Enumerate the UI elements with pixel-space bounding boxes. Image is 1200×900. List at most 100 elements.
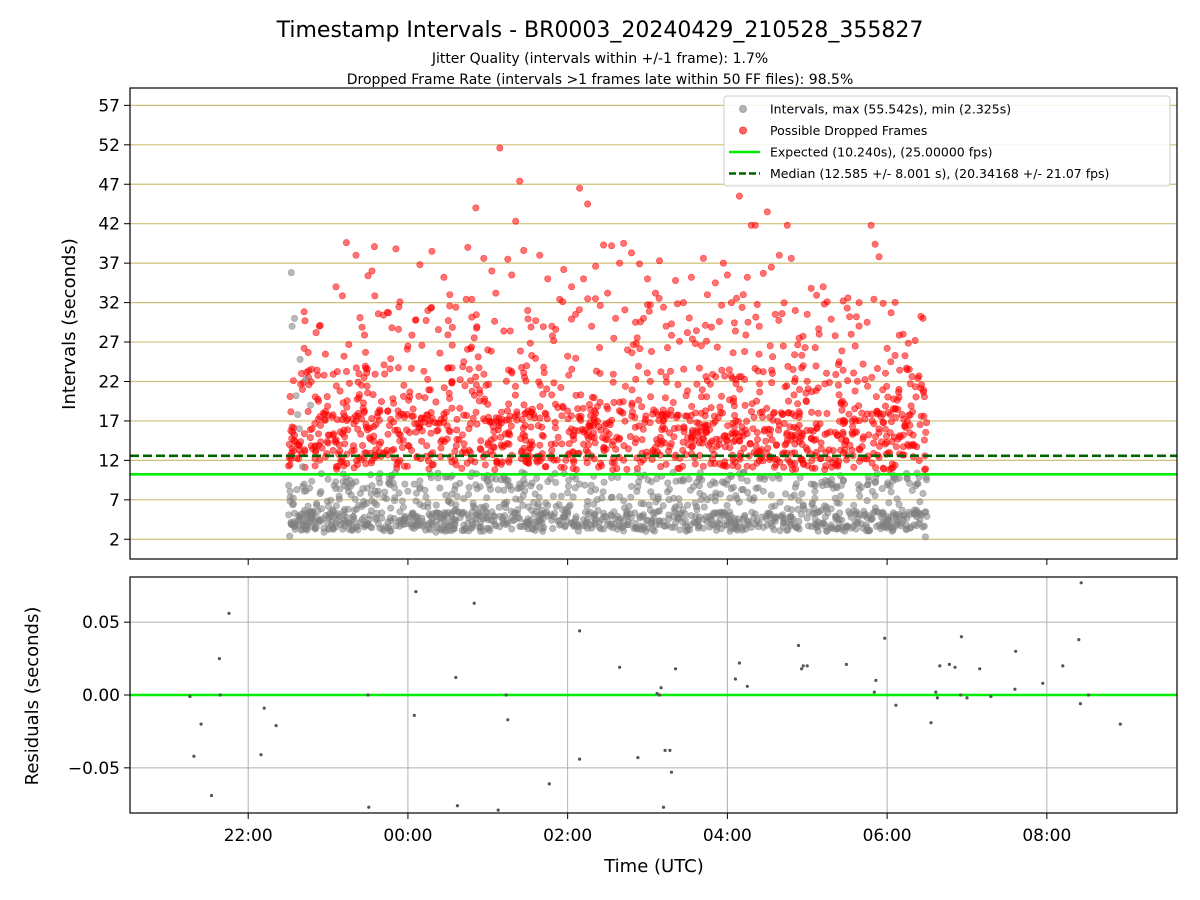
- dropped-frame-point: [753, 435, 761, 443]
- dropped-frame-point: [418, 341, 426, 349]
- dropped-frame-point: [752, 313, 760, 321]
- dropped-frame-point: [436, 419, 444, 427]
- dropped-frame-point: [675, 337, 683, 345]
- dropped-frame-point: [567, 425, 575, 433]
- dropped-frame-point: [442, 408, 450, 416]
- interval-point: [750, 494, 758, 502]
- dropped-frame-point: [375, 416, 383, 424]
- interval-point: [381, 488, 389, 496]
- interval-point: [288, 322, 296, 330]
- y-tick-label: 47: [98, 175, 120, 195]
- dropped-frame-point: [735, 436, 743, 444]
- dropped-frame-point: [342, 239, 350, 247]
- dropped-frame-point: [504, 255, 512, 263]
- interval-point: [324, 475, 332, 483]
- dropped-frame-point: [487, 347, 495, 355]
- dropped-frame-point: [559, 298, 567, 306]
- dropped-frame-point: [685, 314, 693, 322]
- dropped-frame-point: [872, 393, 880, 401]
- dropped-frame-point: [437, 444, 445, 452]
- residual-point: [989, 694, 993, 699]
- interval-point: [396, 516, 404, 524]
- interval-point: [884, 515, 892, 523]
- dropped-frame-point: [778, 410, 786, 418]
- interval-point: [386, 527, 394, 535]
- dropped-frame-point: [771, 310, 779, 318]
- dropped-frame-point: [490, 427, 498, 435]
- dropped-frame-point: [521, 436, 529, 444]
- dropped-frame-point: [448, 378, 456, 386]
- dropped-frame-point: [802, 397, 810, 405]
- dropped-frame-point: [597, 426, 605, 434]
- dropped-frame-point: [728, 374, 736, 382]
- dropped-frame-point: [890, 395, 898, 403]
- dropped-frame-point: [853, 377, 861, 385]
- dropped-frame-point: [838, 347, 846, 355]
- dropped-frame-point: [703, 393, 711, 401]
- dropped-frame-point: [605, 418, 613, 426]
- dropped-frame-point: [463, 459, 471, 467]
- interval-point: [655, 517, 663, 525]
- dropped-frame-point: [357, 430, 365, 438]
- dropped-frame-point: [891, 298, 899, 306]
- dropped-frame-point: [395, 303, 403, 311]
- interval-point: [695, 522, 703, 530]
- dropped-frame-point: [812, 435, 820, 443]
- dropped-frame-point: [497, 408, 505, 416]
- interval-point: [308, 508, 316, 516]
- dropped-frame-point: [329, 370, 337, 378]
- dropped-frame-point: [564, 407, 572, 415]
- dropped-frame-point: [635, 260, 643, 268]
- dropped-frame-point: [783, 382, 791, 390]
- dropped-frame-point: [850, 463, 858, 471]
- dropped-frame-point: [303, 368, 311, 376]
- dropped-frame-point: [474, 353, 482, 361]
- residual-point: [227, 611, 231, 616]
- dropped-frame-point: [400, 462, 408, 470]
- interval-point: [835, 499, 843, 507]
- residual-point: [496, 808, 500, 812]
- dropped-frame-point: [590, 394, 598, 402]
- dropped-frame-point: [477, 437, 485, 445]
- dropped-frame-point: [405, 442, 413, 450]
- dropped-frame-point: [500, 327, 508, 335]
- dropped-frame-point: [472, 373, 480, 381]
- dropped-frame-point: [898, 411, 906, 419]
- dropped-frame-point: [766, 456, 774, 464]
- interval-point: [413, 522, 421, 530]
- interval-point: [625, 502, 633, 510]
- dropped-frame-point: [769, 353, 777, 361]
- dropped-frame-point: [531, 354, 539, 362]
- dropped-frame-point: [688, 335, 696, 343]
- interval-point: [406, 520, 414, 528]
- dropped-frame-point: [859, 360, 867, 368]
- dropped-frame-point: [721, 443, 729, 451]
- dropped-frame-point: [543, 385, 551, 393]
- dropped-frame-point: [741, 401, 749, 409]
- interval-point: [302, 487, 310, 495]
- dropped-frame-point: [324, 402, 332, 410]
- residual-point: [959, 635, 964, 639]
- dropped-frame-point: [792, 435, 800, 443]
- dropped-frame-point: [739, 291, 747, 299]
- interval-point: [542, 499, 550, 507]
- dropped-frame-point: [588, 433, 596, 441]
- dropped-frame-point: [759, 368, 767, 376]
- dropped-frame-point: [387, 355, 395, 363]
- interval-point: [482, 502, 490, 510]
- dropped-frame-point: [332, 382, 340, 390]
- dropped-frame-point: [688, 443, 696, 451]
- dropped-frame-point: [729, 398, 737, 406]
- interval-point: [433, 523, 441, 531]
- intervals-plot-frame: [129, 87, 1178, 560]
- residual-point: [796, 643, 801, 648]
- dropped-frame-point: [742, 331, 750, 339]
- dropped-frame-point: [812, 420, 820, 428]
- dropped-frame-point: [596, 398, 604, 406]
- dropped-frame-point: [890, 433, 898, 441]
- interval-point: [537, 510, 545, 518]
- dropped-frame-point: [416, 261, 424, 269]
- dropped-frame-point: [655, 257, 663, 265]
- dropped-frame-point: [775, 316, 783, 324]
